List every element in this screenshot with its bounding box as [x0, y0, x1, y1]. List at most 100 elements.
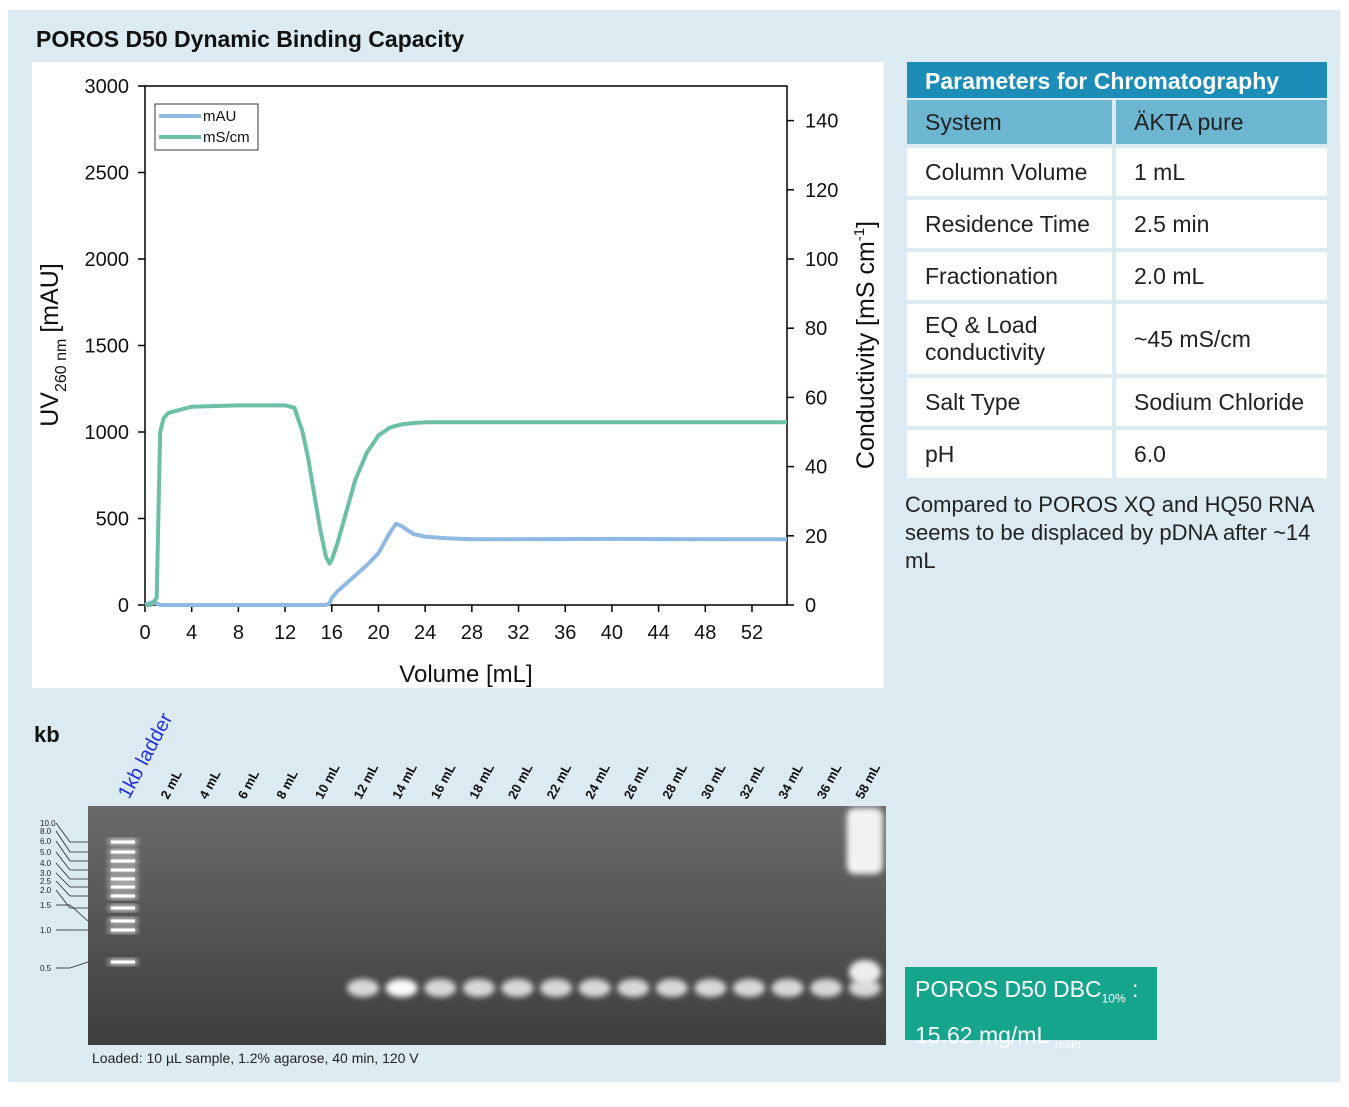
lane-label: 24 mL	[582, 761, 613, 801]
lane-label: 26 mL	[621, 761, 652, 801]
y-axis-label: UV260 nm [mAU]	[36, 263, 70, 427]
ladder-band-core	[111, 885, 135, 889]
ladder-leader	[69, 961, 89, 969]
ladder-leader	[55, 840, 71, 862]
lane-label: 18 mL	[466, 761, 497, 801]
table-value: Sodium Chloride	[1116, 378, 1327, 426]
y2-label-end: ]	[852, 221, 880, 228]
table-key: EQ & Load conductivity	[907, 304, 1112, 374]
table-value: 2.0 mL	[1116, 252, 1327, 300]
gel-band	[385, 979, 418, 997]
ladder-size-label: 1.0	[40, 926, 52, 935]
dbc-sep: :	[1125, 976, 1139, 1002]
table-value: ~45 mS/cm	[1116, 304, 1327, 374]
ladder-band-core	[111, 906, 135, 910]
legend-label: mAU	[203, 108, 236, 125]
ladder-band-core	[111, 868, 135, 872]
gel-band	[655, 979, 688, 997]
lane-label: 12 mL	[350, 761, 381, 801]
y2-axis-label: Conductivity [mS cm-1]	[851, 221, 880, 469]
chart-background	[32, 62, 884, 688]
x-tick-label: 4	[186, 622, 197, 644]
x-tick-label: 0	[139, 622, 150, 644]
table-value: 1 mL	[1116, 148, 1327, 196]
y2-label-sup: -1	[851, 228, 868, 241]
ladder-size-label: 3.0	[40, 869, 52, 878]
gel-unit: kb	[34, 722, 60, 747]
ladder-size-label: 8.0	[40, 827, 52, 836]
series-line	[144, 521, 787, 607]
lane-label: 10 mL	[312, 761, 343, 801]
ladder-size-label: 1.5	[40, 901, 52, 910]
legend-box	[154, 103, 259, 151]
ladder-leader	[55, 822, 71, 843]
ladder-size-label: 10.0	[40, 819, 56, 828]
y-label-unit: [mAU]	[36, 263, 64, 332]
y2-tick-label: 100	[805, 249, 838, 271]
x-tick-label: 32	[507, 622, 529, 644]
ladder-band-core	[111, 850, 135, 854]
dbc-sub: 10%	[1101, 991, 1126, 1006]
ladder-size-label: 2.5	[40, 877, 52, 886]
x-tick-label: 48	[694, 622, 716, 644]
ladder-band-core	[111, 919, 135, 923]
ladder-leader	[55, 880, 71, 897]
parameter-table: Parameters for Chromatography System ÄKTA…	[907, 62, 1327, 478]
gel-caption: Loaded: 10 µL sample, 1.2% agarose, 40 m…	[92, 1050, 419, 1066]
lane-label: 58 mL	[852, 761, 883, 801]
y2-label-main: Conductivity [mS cm	[852, 241, 880, 469]
lane-label: 32 mL	[736, 761, 767, 801]
y2-tick-label: 80	[805, 318, 827, 340]
lane-label: 16 mL	[428, 761, 459, 801]
gel-band	[617, 979, 650, 997]
x-tick-label: 12	[274, 622, 296, 644]
gel-image	[88, 806, 886, 1045]
lane-label: 4 mL	[196, 768, 224, 802]
ladder-band-core	[111, 877, 135, 881]
gel-band	[347, 979, 379, 997]
ladder-size-label: 6.0	[40, 837, 52, 846]
x-tick-label: 40	[601, 622, 623, 644]
y2-tick-label: 60	[805, 387, 827, 409]
ladder-band-core	[111, 859, 135, 863]
series-line	[145, 403, 787, 607]
dbc-label: POROS D50 DBC	[915, 976, 1102, 1002]
y-tick-label: 2500	[85, 163, 130, 185]
y-tick-label: 0	[118, 595, 129, 617]
y2-tick-label: 140	[805, 111, 838, 133]
x-tick-label: 36	[554, 622, 576, 644]
y2-tick-label: 40	[805, 457, 827, 479]
table-value: ÄKTA pure	[1116, 100, 1327, 144]
lane-label: 14 mL	[389, 761, 420, 801]
note: Compared to POROS XQ and HQ50 RNA seems …	[905, 492, 1314, 573]
gel-band	[694, 979, 727, 997]
ladder-band-core	[111, 928, 135, 932]
ladder-band-core	[111, 894, 135, 898]
lane-label: 28 mL	[659, 761, 690, 801]
table-key: Column Volume	[907, 148, 1112, 196]
y-tick-label: 3000	[85, 76, 130, 98]
ladder-leader	[55, 872, 71, 888]
ladder-size-label: 2.0	[40, 886, 52, 895]
y-tick-label: 1500	[85, 336, 130, 358]
lane-label: 20 mL	[505, 761, 536, 801]
dbc-box: POROS D50 DBC10% : 15.62 mg/mL resin	[905, 967, 1157, 1051]
ladder-leader	[55, 862, 71, 880]
y-tick-label: 2000	[85, 249, 130, 271]
lane-label: 8 mL	[273, 768, 301, 802]
gel-band	[848, 979, 881, 997]
gel-band	[462, 979, 495, 997]
ladder-band-core	[111, 960, 135, 964]
table-key: Residence Time	[907, 200, 1112, 248]
x-axis-label: Volume [mL]	[399, 661, 532, 688]
gel-band	[424, 979, 457, 997]
y-label-main: UV	[36, 392, 64, 427]
ladder-size-label: 5.0	[40, 848, 52, 857]
table-value: 2.5 min	[1116, 200, 1327, 248]
lane-label: 34 mL	[775, 761, 806, 801]
gel-band-high	[846, 808, 883, 874]
ladder-band-core	[111, 840, 135, 844]
y2-tick-label: 20	[805, 526, 827, 548]
dbc-unit-sub: resin	[1054, 1037, 1081, 1052]
